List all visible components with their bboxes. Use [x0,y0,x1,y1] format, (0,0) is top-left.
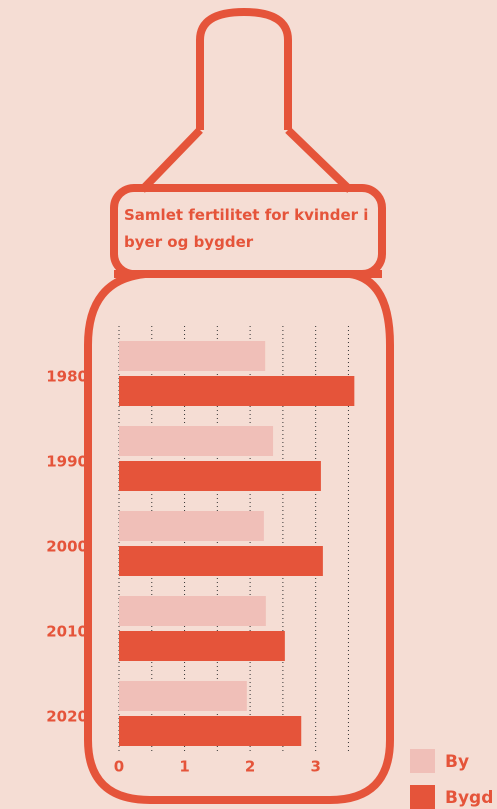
y-tick-label: 2000 [46,538,88,556]
bottle-neck [139,127,353,193]
bar [119,461,321,491]
bar [119,716,302,746]
bar [119,631,285,661]
nipple [196,8,292,130]
bar [119,341,266,371]
bottle-body [84,270,394,804]
chart-title: Samlet fertilitet for kvinder i byer og … [124,206,369,251]
legend-swatch [410,749,435,773]
bar [119,681,247,711]
title-box [110,184,386,278]
bar [119,596,266,626]
y-tick-label: 2020 [46,708,88,726]
bar [119,376,355,406]
x-tick-label: 0 [114,758,124,776]
x-tick-label: 3 [310,758,320,776]
legend-swatch [410,785,435,809]
bar [119,546,323,576]
bar [119,511,264,541]
y-tick-label: 2010 [46,623,88,641]
legend-label: By [445,752,469,772]
y-tick-label: 1990 [46,453,88,471]
x-tick-label: 2 [245,758,255,776]
legend-label: Bygd [445,788,493,808]
bar [119,426,274,456]
x-tick-label: 1 [179,758,189,776]
bottle [84,8,394,804]
y-tick-label: 1980 [46,368,88,386]
